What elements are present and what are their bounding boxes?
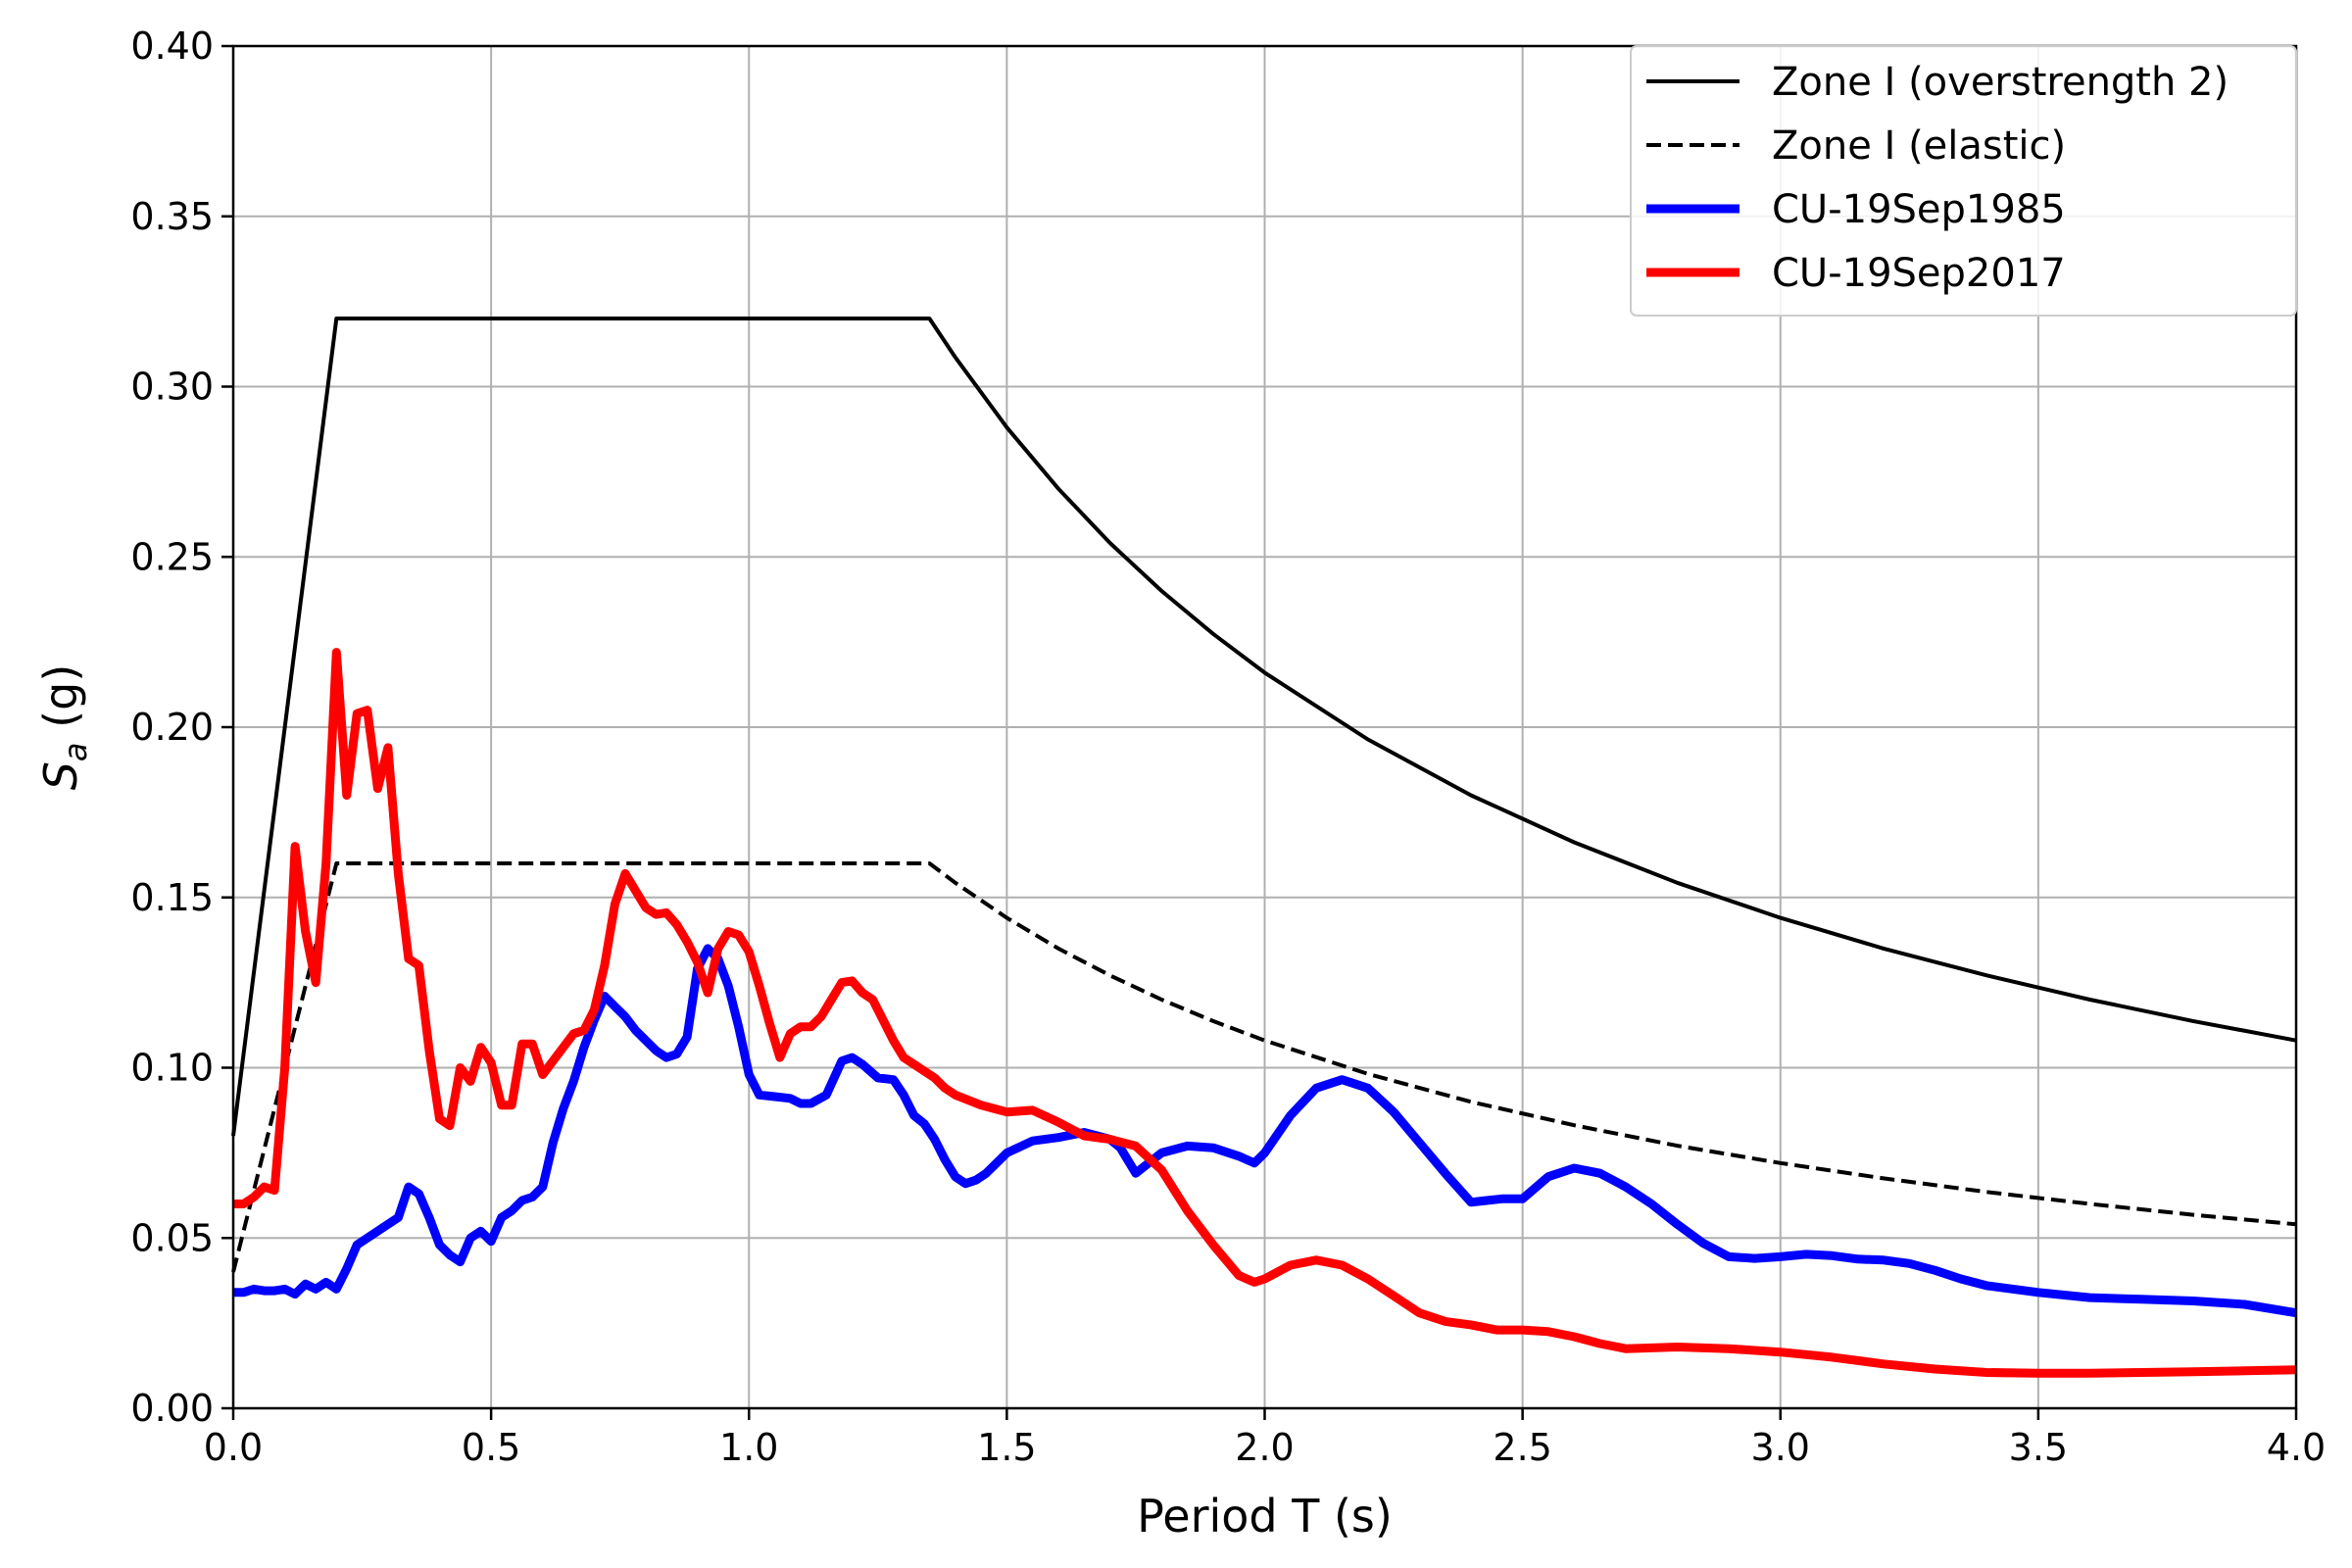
series-line-cu-19sep2017 [233,648,2297,1378]
series-layer [231,317,2297,1378]
series-line-zone-i-elastic [231,861,2297,1273]
x-tick-label-8: 4.0 [2267,1426,2326,1469]
legend-label-2: CU-19Sep1985 [1772,187,2066,232]
x-tick-label-6: 3.0 [1751,1426,1810,1469]
y-tick-label-1: 0.05 [130,1216,214,1259]
y-tick-label-6: 0.30 [130,366,214,409]
series-line-zone-i-overstrength-2 [231,317,2297,1137]
x-tick-label-4: 2.0 [1235,1426,1294,1469]
legend-label-0: Zone I (overstrength 2) [1772,60,2229,105]
y-tick-label-8: 0.40 [130,24,214,68]
y-tick-label-5: 0.25 [130,535,214,578]
legend-label-1: Zone I (elastic) [1772,123,2066,169]
x-tick-label-5: 2.5 [1493,1426,1551,1469]
x-tick-label-2: 1.0 [719,1426,778,1469]
x-tick-label-0: 0.0 [204,1426,263,1469]
y-axis-label-subscript: a [57,742,94,761]
x-tick-label-7: 3.5 [2009,1426,2068,1469]
legend: Zone I (overstrength 2) Zone I (elastic) C… [1630,45,2297,317]
x-tick-label-1: 0.5 [462,1426,520,1469]
y-tick-label-4: 0.20 [130,706,214,749]
y-axis-label-symbol: S [34,761,87,790]
series-line-cu-19sep1985 [233,944,2297,1318]
y-tick-label-7: 0.35 [130,195,214,238]
legend-box [1630,45,2297,317]
x-axis-label: Period T (s) [1137,1490,1393,1543]
axis-ticks: 0.0 0.5 1.0 1.5 2.0 2.5 3.0 3.5 4.0 0.00 0.05 0.10 0… [130,24,2326,1469]
x-tick-label-3: 1.5 [977,1426,1036,1469]
legend-label-3: CU-19Sep2017 [1772,251,2066,296]
y-axis-label: Sa (g) [34,664,94,791]
y-tick-label-2: 0.10 [130,1047,214,1090]
y-axis-label-unit: (g) [34,664,87,743]
y-tick-label-0: 0.00 [130,1387,214,1430]
y-tick-label-3: 0.15 [130,876,214,919]
